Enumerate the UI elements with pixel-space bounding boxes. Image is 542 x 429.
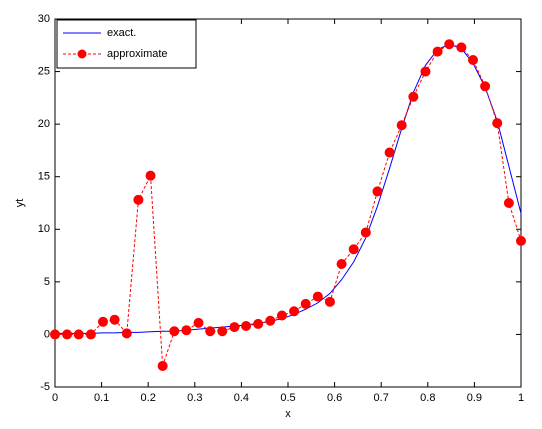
y-tick-label: 30 [38, 13, 50, 25]
series-line [55, 43, 522, 334]
data-point [276, 310, 287, 321]
x-tick-label: 0.7 [374, 392, 389, 404]
data-point [62, 329, 73, 340]
data-point [253, 318, 264, 329]
data-point [480, 81, 491, 92]
data-point [157, 360, 168, 371]
plot-area [54, 18, 522, 388]
x-tick-label: 0.8 [420, 392, 435, 404]
data-point [516, 235, 526, 246]
x-tick-label: 0.2 [141, 392, 156, 404]
data-point [169, 326, 180, 337]
data-point [420, 66, 431, 77]
data-point [503, 198, 514, 208]
y-tick-label: 15 [38, 171, 50, 183]
data-point [384, 147, 395, 158]
legend-label: exact. [107, 27, 136, 39]
data-point [336, 258, 347, 269]
x-tick-label: 0.1 [94, 392, 109, 404]
x-tick-label: 0.6 [327, 392, 342, 404]
x-tick-label: 0.4 [234, 392, 249, 404]
x-tick-label: 0.3 [187, 392, 202, 404]
x-tick-label: 0.5 [280, 392, 295, 404]
y-tick-label: 20 [38, 118, 50, 130]
y-tick-label: 10 [38, 223, 50, 235]
data-point [324, 296, 335, 307]
data-point [217, 326, 228, 337]
y-tick-label: 5 [44, 276, 50, 288]
data-point [432, 46, 443, 57]
data-point [360, 227, 371, 238]
data-point [444, 39, 455, 50]
y-tick-label: 25 [38, 65, 50, 77]
legend-box [56, 19, 197, 69]
y-tick-label: -5 [40, 381, 50, 393]
data-point [145, 170, 156, 181]
data-point [372, 186, 383, 197]
data-point [396, 120, 407, 131]
x-tick-label: 0 [52, 392, 58, 404]
data-point [181, 325, 192, 336]
data-point [73, 329, 84, 340]
data-point [193, 317, 204, 328]
data-point [348, 244, 359, 255]
data-point [408, 91, 419, 102]
x-axis-label: x [285, 408, 291, 420]
legend-marker [77, 49, 87, 59]
data-point [109, 314, 120, 325]
x-tick-label: 0.9 [467, 392, 482, 404]
series-line [55, 43, 522, 367]
data-point [50, 329, 60, 340]
data-point [205, 326, 216, 337]
x-tick-label: 1 [518, 392, 524, 404]
data-point [229, 322, 240, 333]
legend-label: approximate [107, 48, 168, 60]
data-point [265, 315, 276, 326]
data-point [312, 291, 323, 302]
y-axis-label: yt [14, 199, 26, 208]
data-point [241, 321, 252, 332]
y-tick-label: 0 [44, 328, 50, 340]
data-point [133, 194, 144, 205]
data-point [121, 328, 132, 339]
data-point [468, 55, 479, 66]
data-point [492, 118, 503, 129]
data-point [97, 316, 108, 327]
data-point [300, 298, 311, 309]
data-point [456, 42, 467, 53]
data-point [289, 306, 300, 317]
data-point [85, 329, 96, 340]
